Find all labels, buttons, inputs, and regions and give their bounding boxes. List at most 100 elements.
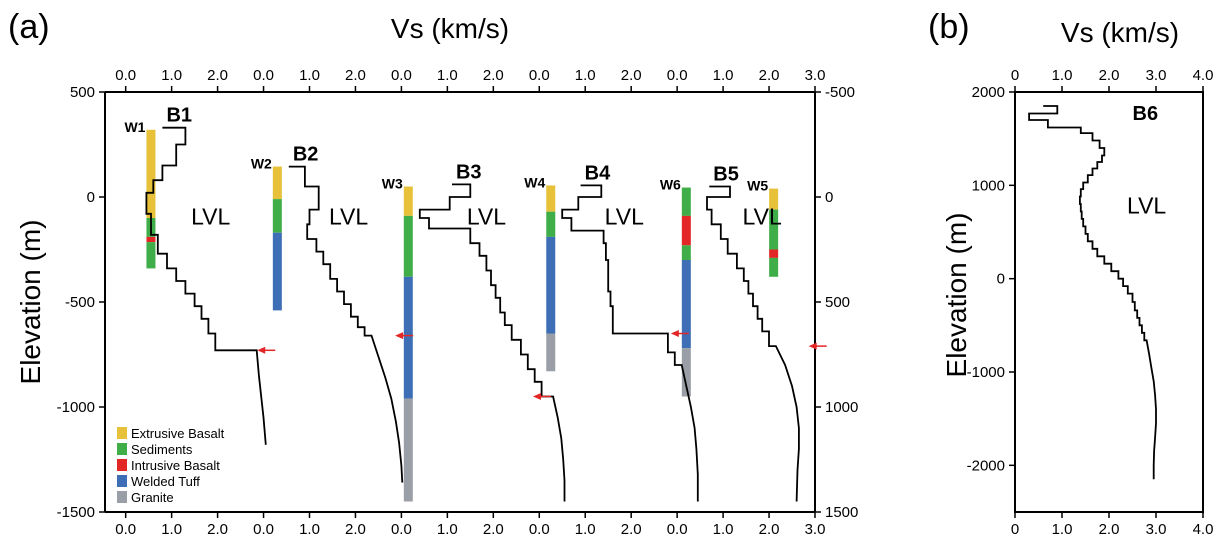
top-tick-label: 1.0 <box>437 67 458 84</box>
left-tick-label: 0 <box>997 271 1005 288</box>
bottom-tick-label: 1.0 <box>1052 521 1073 538</box>
bottom-tick-label: 2.0 <box>1099 521 1120 538</box>
well-layer-extrusive-basalt <box>403 186 413 216</box>
bottom-tick-label: 1.0 <box>161 521 182 538</box>
bottom-tick-label: 4.0 <box>1193 521 1214 538</box>
bottom-tick-label: 0.0 <box>667 521 688 538</box>
legend-swatch <box>117 475 127 487</box>
left-tick-label: -500 <box>65 294 95 311</box>
lvl-label: LVL <box>467 203 506 229</box>
velocity-profile-line <box>418 183 566 502</box>
well-layer-sediments <box>681 187 691 216</box>
well-layer-welded-tuff <box>546 236 556 334</box>
panel-a-label: (a) <box>8 8 50 46</box>
top-tick-label: 3.0 <box>1146 67 1167 84</box>
well-layer-sediments <box>769 257 779 277</box>
bottom-tick-label: 0.0 <box>115 521 136 538</box>
top-tick-label: 2.0 <box>621 67 642 84</box>
right-tick-label: 0 <box>825 189 833 206</box>
top-tick-label: 0.0 <box>391 67 412 84</box>
well-layer-extrusive-basalt <box>546 185 556 212</box>
well-layer-sediments <box>769 209 779 250</box>
jump-arrow-head <box>395 332 404 340</box>
legend-label: Extrusive Basalt <box>131 426 225 441</box>
well-layer-extrusive-basalt <box>769 188 779 210</box>
left-tick-label: 1000 <box>972 177 1005 194</box>
bottom-tick-label: 0.0 <box>529 521 550 538</box>
top-tick-label: 1.0 <box>575 67 596 84</box>
well-layer-sediments <box>272 199 282 233</box>
velocity-profile-line <box>706 185 800 502</box>
left-tick-label: 500 <box>70 84 95 101</box>
right-tick-label: -500 <box>825 84 855 101</box>
panel-a-top-axis-title: Vs (km/s) <box>391 13 509 44</box>
lvl-label: LVL <box>1127 192 1166 218</box>
borehole-label: B5 <box>713 164 739 186</box>
lvl-label: LVL <box>191 203 230 229</box>
panel-a-y-axis-title: Elevation (m) <box>15 220 46 385</box>
well-layer-sediments <box>146 242 156 269</box>
well-label: W4 <box>524 174 545 190</box>
panel-a-plot: 0.0 1.0 2.0 0.0 1.0 2.0 0.0 1.0 2.0 0.0 1.0 2.0 0.0 1… <box>57 67 859 538</box>
bottom-tick-label: 1.0 <box>575 521 596 538</box>
left-tick-label: 0 <box>87 189 95 206</box>
left-tick-label: -1500 <box>57 504 95 521</box>
well-layer-welded-tuff <box>681 260 691 349</box>
top-tick-label: 2.0 <box>345 67 366 84</box>
well-label: W5 <box>747 178 768 194</box>
bottom-tick-label: 2.0 <box>345 521 366 538</box>
top-tick-label: 1.0 <box>161 67 182 84</box>
legend-swatch <box>117 443 127 455</box>
top-tick-label: 0.0 <box>529 67 550 84</box>
bottom-tick-label: 2.0 <box>621 521 642 538</box>
top-tick-label: 1.0 <box>1052 67 1073 84</box>
well-layer-granite <box>681 348 691 397</box>
bottom-tick-label: 0 <box>1011 521 1019 538</box>
legend-label: Sediments <box>131 442 193 457</box>
lvl-label: LVL <box>743 203 782 229</box>
top-tick-label: 0.0 <box>115 67 136 84</box>
borehole-label: B6 <box>1133 103 1159 125</box>
borehole-label: B2 <box>293 144 319 166</box>
left-tick-label: 2000 <box>972 84 1005 101</box>
legend-label: Granite <box>131 490 174 505</box>
plot-frame <box>1014 91 1204 513</box>
top-tick-label: 0 <box>1011 67 1019 84</box>
top-tick-label: 2.0 <box>1099 67 1120 84</box>
borehole-label: B1 <box>166 105 192 127</box>
top-tick-label: 2.0 <box>483 67 504 84</box>
legend-swatch <box>117 427 127 439</box>
well-layer-sediments <box>681 245 691 260</box>
top-tick-label: 3.0 <box>805 67 826 84</box>
well-layer-extrusive-basalt <box>146 129 156 218</box>
well-layer-granite <box>403 398 413 502</box>
panel-b-plot: 0 1.0 2.0 3.0 4.0 0 1.0 2.0 3.0 4.0 2000 1000 0 -1000… <box>967 67 1214 538</box>
velocity-profile-line <box>561 184 699 502</box>
velocity-profile-line <box>145 126 267 445</box>
panel-b-y-axis-title: Elevation (m) <box>941 213 972 378</box>
lvl-label: LVL <box>605 203 644 229</box>
well-label: W2 <box>251 156 272 172</box>
bottom-tick-label: 2.0 <box>483 521 504 538</box>
well-layer-sediments <box>403 215 413 277</box>
borehole-label: B4 <box>585 162 611 184</box>
top-tick-label: 0.0 <box>667 67 688 84</box>
panel-b-top-axis-title: Vs (km/s) <box>1061 17 1179 48</box>
legend-label: Welded Tuff <box>131 474 200 489</box>
left-tick-label: -1000 <box>57 399 95 416</box>
bottom-tick-label: 0.0 <box>253 521 274 538</box>
bottom-tick-label: 1.0 <box>713 521 734 538</box>
velocity-profile-line <box>1028 105 1157 480</box>
bottom-tick-label: 3.0 <box>1146 521 1167 538</box>
well-layer-welded-tuff <box>403 276 413 399</box>
top-tick-label: 0.0 <box>253 67 274 84</box>
bottom-tick-label: 1.0 <box>299 521 320 538</box>
top-tick-label: 2.0 <box>759 67 780 84</box>
bottom-tick-label: 0.0 <box>391 521 412 538</box>
right-tick-label: 1500 <box>825 504 858 521</box>
bottom-tick-label: 2.0 <box>207 521 228 538</box>
bottom-tick-label: 1.0 <box>437 521 458 538</box>
well-layer-intrusive-basalt <box>681 215 691 246</box>
well-layer-sediments <box>546 211 556 237</box>
